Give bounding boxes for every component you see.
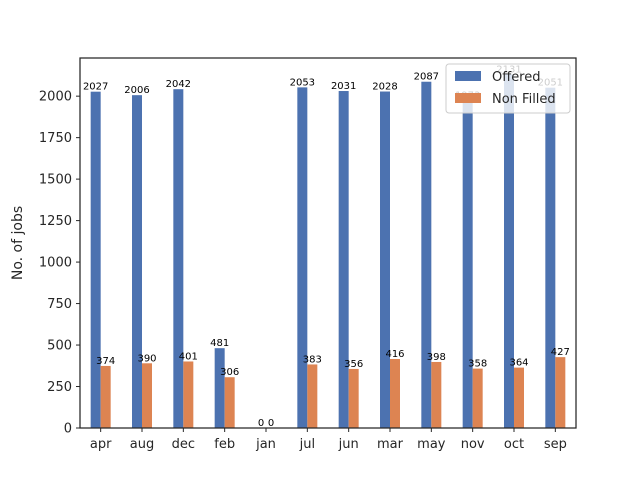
data-label-offered-dec: 2042 xyxy=(166,79,191,90)
bar-non-filled-aug xyxy=(142,363,152,428)
data-label-offered-aug: 2006 xyxy=(124,85,149,96)
bar-offered-jul xyxy=(297,87,308,429)
bar-non-filled-sep xyxy=(555,357,566,428)
data-label-non-filled-jun: 356 xyxy=(344,359,363,370)
x-tick-label-feb: feb xyxy=(214,437,235,452)
data-label-non-filled-aug: 390 xyxy=(137,353,156,364)
data-labels-layer: 2027 374 2006 390 2042 401 481 306 0 0 2053 383 2031… xyxy=(83,64,570,429)
data-label-non-filled-may: 398 xyxy=(427,352,446,363)
y-tick-labels: 0 250 500 750 1000 1250 1500 1750 2000 xyxy=(39,90,80,437)
bar-offered-oct xyxy=(504,74,514,429)
data-label-non-filled-feb: 306 xyxy=(220,367,239,378)
y-tick-label-250: 250 xyxy=(47,380,72,395)
x-tick-label-nov: nov xyxy=(461,437,485,452)
data-label-offered-jun: 2031 xyxy=(331,81,356,92)
legend-swatch-non-filled xyxy=(455,93,481,103)
bar-offered-jun xyxy=(338,91,349,429)
x-tick-label-sep: sep xyxy=(544,437,567,452)
x-tick-label-jul: jul xyxy=(299,437,315,452)
bar-offered-apr xyxy=(90,91,101,429)
bar-non-filled-may xyxy=(431,361,442,428)
bar-offered-dec xyxy=(173,89,184,428)
data-label-offered-feb: 481 xyxy=(210,338,229,349)
data-label-offered-apr: 2027 xyxy=(83,82,108,93)
plot-frame xyxy=(79,57,577,429)
x-tick-label-may: may xyxy=(417,437,446,452)
bar-non-filled-jul xyxy=(307,364,318,428)
legend-swatch-offered xyxy=(455,71,481,81)
data-label-offered-mar: 2028 xyxy=(372,82,397,93)
bar-offered-sep xyxy=(545,87,556,428)
bar-non-filled-dec xyxy=(183,361,194,428)
x-tick-label-jan: jan xyxy=(255,437,276,452)
x-tick-label-oct: oct xyxy=(504,437,524,452)
bars-layer xyxy=(90,74,566,429)
data-label-non-filled-jan: 0 xyxy=(268,418,274,429)
x-tick-label-aug: aug xyxy=(130,437,154,452)
data-label-offered-may: 2087 xyxy=(414,72,439,83)
y-tick-label-750: 750 xyxy=(47,297,72,312)
data-label-non-filled-dec: 401 xyxy=(179,351,198,362)
y-axis-label: No. of jobs xyxy=(10,206,26,280)
y-tick-label-1250: 1250 xyxy=(39,214,72,229)
bar-offered-nov xyxy=(462,100,473,428)
bar-offered-mar xyxy=(380,91,390,429)
legend: Offered Non Filled xyxy=(445,63,571,114)
bar-offered-may xyxy=(421,81,432,428)
data-label-non-filled-mar: 416 xyxy=(385,349,404,360)
y-tick-label-0: 0 xyxy=(64,422,72,437)
y-tick-label-2000: 2000 xyxy=(39,90,72,105)
data-label-non-filled-oct: 364 xyxy=(509,358,528,369)
data-label-non-filled-apr: 374 xyxy=(96,356,115,367)
x-tick-label-jun: jun xyxy=(338,437,359,452)
data-label-non-filled-jul: 383 xyxy=(303,354,322,365)
y-tick-label-1500: 1500 xyxy=(39,173,72,188)
data-label-offered-jan: 0 xyxy=(258,418,264,429)
legend-label-non-filled: Non Filled xyxy=(492,92,556,107)
bar-non-filled-oct xyxy=(514,367,524,428)
data-label-non-filled-nov: 358 xyxy=(468,359,487,370)
legend-label-offered: Offered xyxy=(492,70,541,85)
x-tick-label-dec: dec xyxy=(172,437,195,452)
x-tick-label-mar: mar xyxy=(377,437,404,452)
bar-non-filled-feb xyxy=(224,377,235,428)
data-label-offered-jul: 2053 xyxy=(290,77,315,88)
x-tick-label-apr: apr xyxy=(90,437,112,452)
y-tick-label-500: 500 xyxy=(47,339,72,354)
bar-offered-aug xyxy=(132,95,142,429)
bar-non-filled-apr xyxy=(100,365,111,428)
bar-non-filled-nov xyxy=(472,368,483,428)
y-tick-label-1000: 1000 xyxy=(39,256,72,271)
x-tick-labels: apr aug dec feb jan jul jun mar may nov oct sep xyxy=(90,428,567,452)
y-tick-label-1750: 1750 xyxy=(39,131,72,146)
bar-non-filled-jun xyxy=(348,368,359,428)
axes-layer xyxy=(79,57,577,429)
bar-non-filled-mar xyxy=(390,358,400,428)
data-label-non-filled-sep: 427 xyxy=(551,347,570,358)
bar-offered-feb xyxy=(214,348,225,428)
